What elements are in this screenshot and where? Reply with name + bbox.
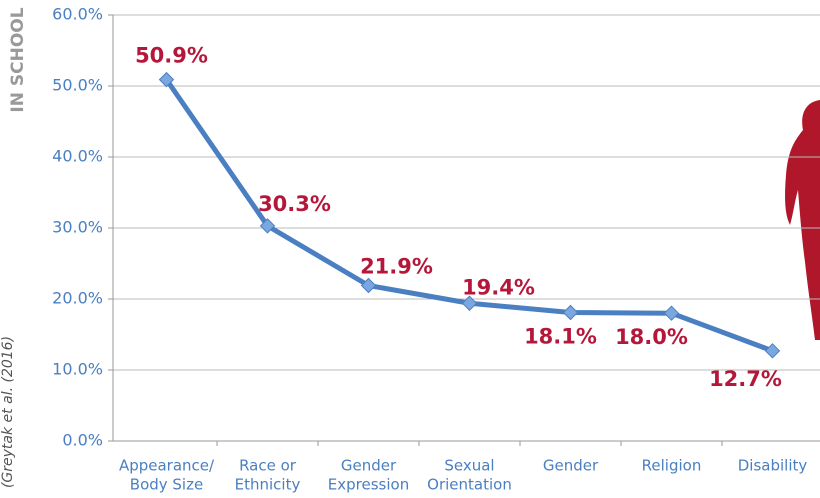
x-tick-label: Disability	[738, 457, 808, 475]
x-tick-label: Sexual	[444, 457, 494, 475]
value-label: 12.7%	[709, 367, 782, 391]
x-tick-label: Body Size	[130, 476, 203, 494]
side-title: IN SCHOOL	[8, 7, 28, 112]
marker	[564, 305, 578, 319]
marker	[766, 344, 780, 358]
value-label: 21.9%	[360, 255, 433, 279]
x-tick-label: Gender	[543, 457, 599, 475]
y-tick-label: 40.0%	[52, 147, 103, 166]
x-tick-label: Gender	[341, 457, 397, 475]
y-tick-label: 0.0%	[62, 431, 103, 450]
value-label: 50.9%	[135, 44, 208, 68]
x-tick-label: Appearance/	[119, 457, 215, 475]
x-tick-label: Expression	[328, 476, 409, 494]
marker	[665, 306, 679, 320]
x-tick-label: Orientation	[427, 476, 512, 494]
value-label: 30.3%	[258, 192, 331, 216]
value-label: 18.0%	[615, 325, 688, 349]
source: (Greytak et al. (2016)	[0, 336, 16, 488]
y-tick-label: 60.0%	[52, 5, 103, 24]
x-tick-label: Race or	[239, 457, 297, 475]
chart: IN SCHOOL (Greytak et al. (2016) 0.0% 10.…	[0, 0, 820, 498]
silhouette	[785, 100, 820, 340]
x-tick-label: Religion	[642, 457, 702, 475]
y-tick-label: 20.0%	[52, 289, 103, 308]
x-tick-label: Ethnicity	[235, 476, 301, 494]
y-tick-label: 50.0%	[52, 76, 103, 95]
value-label: 19.4%	[462, 275, 535, 299]
value-label: 18.1%	[524, 324, 597, 348]
y-tick-label: 30.0%	[52, 218, 103, 237]
y-tick-label: 10.0%	[52, 360, 103, 379]
